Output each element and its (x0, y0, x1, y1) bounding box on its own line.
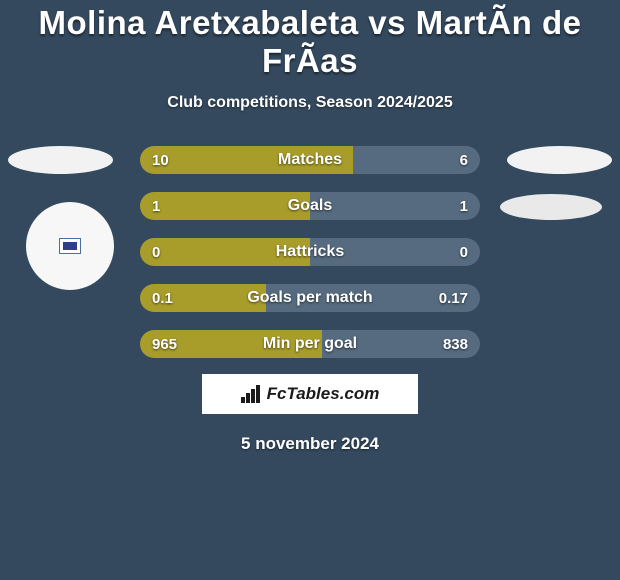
flag-icon (59, 238, 81, 254)
player1-logo-placeholder-top (8, 146, 113, 174)
player1-bar-fill (140, 238, 310, 266)
stat-row: Goals11 (140, 192, 480, 220)
player1-logo-placeholder-main (26, 202, 114, 290)
brand-logo: FcTables.com (202, 374, 418, 414)
stat-row: Goals per match0.10.17 (140, 284, 480, 312)
player1-value: 0 (152, 238, 160, 266)
player1-value: 10 (152, 146, 169, 174)
stat-bars: Matches106Goals11Hattricks00Goals per ma… (140, 146, 480, 376)
player1-value: 0.1 (152, 284, 173, 312)
player1-value: 965 (152, 330, 177, 358)
player2-logo-placeholder-top (507, 146, 612, 174)
player1-bar-fill (140, 192, 310, 220)
player2-value: 0.17 (439, 284, 468, 312)
bars-icon (241, 385, 263, 403)
player2-logo-placeholder-bottom (500, 194, 602, 220)
subtitle: Club competitions, Season 2024/2025 (0, 94, 620, 112)
player1-value: 1 (152, 192, 160, 220)
player2-value: 1 (460, 192, 468, 220)
player1-bar-fill (140, 146, 353, 174)
stat-row: Matches106 (140, 146, 480, 174)
comparison-area: Matches106Goals11Hattricks00Goals per ma… (0, 146, 620, 366)
page-title: Molina Aretxabaleta vs MartÃ­n de FrÃ­as (0, 4, 620, 80)
player2-value: 838 (443, 330, 468, 358)
stat-row: Min per goal965838 (140, 330, 480, 358)
player2-bar-fill (310, 238, 480, 266)
date-label: 5 november 2024 (0, 434, 620, 454)
player2-bar-fill (310, 192, 480, 220)
stat-row: Hattricks00 (140, 238, 480, 266)
brand-text: FcTables.com (267, 384, 380, 404)
player2-value: 0 (460, 238, 468, 266)
player2-value: 6 (460, 146, 468, 174)
